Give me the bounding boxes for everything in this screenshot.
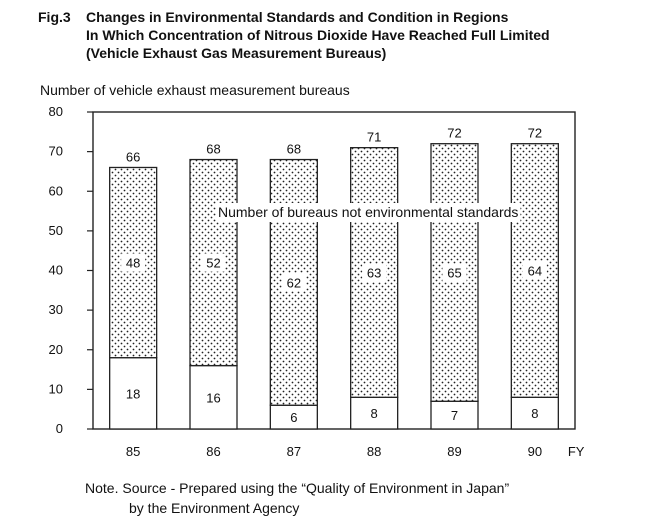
y-tick-label: 10 bbox=[49, 381, 63, 396]
total-label: 72 bbox=[447, 126, 461, 141]
note-line-2: by the Environment Agency bbox=[129, 500, 300, 516]
data-label: 18 bbox=[126, 386, 140, 401]
data-label: 64 bbox=[528, 264, 542, 279]
figure-number: Fig.3 bbox=[38, 9, 71, 25]
x-tick-label: 85 bbox=[126, 444, 140, 459]
data-label-bg bbox=[201, 253, 226, 272]
x-tick-label: 86 bbox=[206, 444, 220, 459]
y-tick-label: 0 bbox=[56, 421, 63, 436]
y-tick-label: 20 bbox=[49, 342, 63, 357]
y-tick-label: 40 bbox=[49, 263, 63, 278]
data-label: 8 bbox=[371, 406, 378, 421]
title-line-2: In Which Concentration of Nitrous Dioxid… bbox=[86, 27, 550, 43]
title-line-1: Changes in Environmental Standards and C… bbox=[86, 9, 509, 25]
series-label-background bbox=[216, 203, 521, 223]
total-label: 72 bbox=[528, 126, 542, 141]
total-label: 66 bbox=[126, 149, 140, 164]
y-tick-label: 80 bbox=[49, 104, 63, 119]
y-tick-label: 70 bbox=[49, 144, 63, 159]
x-axis-label: FY bbox=[568, 444, 585, 459]
bar-segment-not-meeting bbox=[189, 158, 238, 367]
data-label: 16 bbox=[206, 390, 220, 405]
data-label-bg bbox=[362, 263, 387, 282]
bar-segment-meeting bbox=[189, 364, 238, 430]
x-tick-label: 87 bbox=[287, 444, 301, 459]
title-line-3: (Vehicle Exhaust Gas Measurement Bureaus… bbox=[86, 45, 387, 61]
data-label: 7 bbox=[451, 408, 458, 423]
data-label-bg bbox=[121, 253, 146, 272]
bar-segment-meeting bbox=[430, 400, 479, 430]
source-note: Note. Source - Prepared using the “Quali… bbox=[85, 478, 509, 518]
data-label-bg bbox=[442, 263, 467, 282]
total-label: 68 bbox=[287, 142, 301, 157]
y-axis-label: Number of vehicle exhaust measurement bu… bbox=[40, 82, 350, 98]
total-label: 71 bbox=[367, 130, 381, 145]
series-label-not-meeting: Number of bureaus not environmental stan… bbox=[218, 204, 518, 220]
note-line-1: Note. Source - Prepared using the “Quali… bbox=[85, 480, 510, 496]
data-label: 52 bbox=[206, 256, 220, 271]
y-tick-label: 60 bbox=[49, 183, 63, 198]
plot-frame bbox=[92, 111, 576, 430]
data-label: 48 bbox=[126, 256, 140, 271]
y-tick-label: 30 bbox=[49, 302, 63, 317]
data-label: 62 bbox=[287, 275, 301, 290]
figure-title: Fig.3 Changes in Environmental Standards… bbox=[38, 8, 550, 62]
data-label: 65 bbox=[447, 265, 461, 280]
y-tick-label: 50 bbox=[49, 223, 63, 238]
x-tick-label: 90 bbox=[528, 444, 542, 459]
data-label: 63 bbox=[367, 265, 381, 280]
x-tick-label: 89 bbox=[447, 444, 461, 459]
total-label: 68 bbox=[206, 142, 220, 157]
data-label-bg bbox=[281, 273, 306, 292]
bar-segment-meeting bbox=[109, 357, 158, 430]
x-tick-label: 88 bbox=[367, 444, 381, 459]
bar-chart: 0 10 20 30 40 50 60 70 80 18 48 66 85 16 52 68 86 6 62 68 8… bbox=[49, 104, 585, 459]
data-label: 8 bbox=[531, 406, 538, 421]
data-label-bg bbox=[522, 261, 547, 280]
data-label: 6 bbox=[290, 410, 297, 425]
